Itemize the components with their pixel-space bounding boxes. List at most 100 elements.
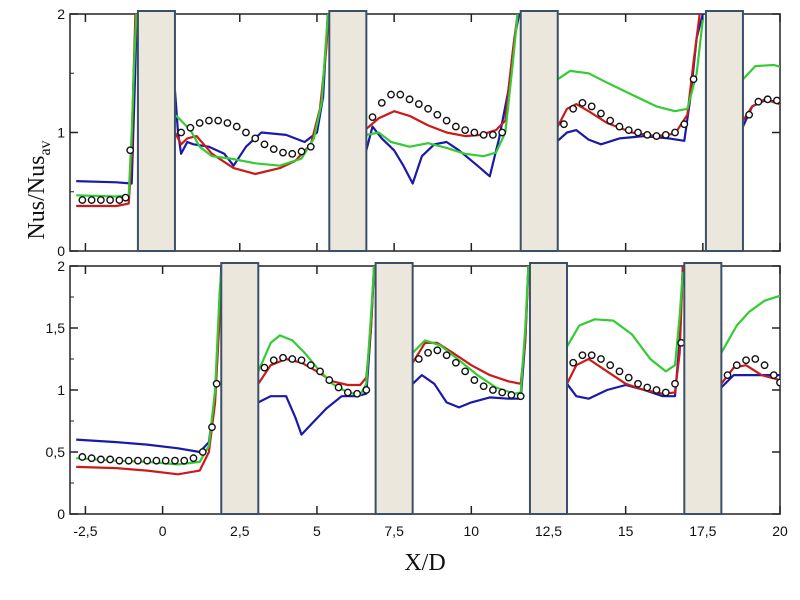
data-point	[451, 122, 460, 131]
data-point	[152, 456, 161, 465]
data-point	[516, 392, 525, 401]
data-point	[578, 351, 587, 360]
data-point	[597, 109, 605, 118]
data-point	[489, 130, 497, 139]
plot-area	[76, 266, 780, 476]
data-point	[587, 351, 596, 360]
data-point	[214, 116, 223, 125]
x-tick-label: 17,5	[689, 523, 716, 539]
data-point	[377, 98, 386, 107]
data-point	[489, 386, 497, 394]
data-point	[87, 454, 96, 463]
series-line	[557, 19, 704, 113]
data-point	[306, 142, 315, 151]
data-point	[661, 130, 670, 139]
data-point	[279, 148, 287, 157]
data-point	[587, 102, 596, 111]
data-point	[606, 361, 615, 370]
data-point	[121, 193, 130, 202]
data-point	[297, 147, 306, 156]
data-point	[498, 128, 507, 137]
series-line	[411, 266, 530, 409]
data-point	[442, 351, 451, 360]
data-point	[745, 110, 754, 119]
series-line	[257, 266, 376, 397]
data-point	[424, 104, 432, 113]
data-point	[763, 95, 772, 104]
data-point	[334, 383, 343, 392]
x-tick-label: 0	[159, 523, 167, 539]
series-line	[742, 63, 780, 80]
data-point	[96, 196, 105, 204]
data-point	[498, 388, 507, 397]
data-point	[507, 391, 516, 399]
data-point	[106, 196, 115, 204]
data-point	[643, 383, 652, 392]
data-point	[751, 355, 760, 363]
data-point	[597, 355, 605, 363]
data-point	[306, 361, 315, 370]
data-point	[288, 355, 297, 363]
x-tick-label: 20	[772, 523, 788, 539]
y-axis-title-subscript: av	[37, 140, 54, 155]
data-point	[479, 382, 488, 391]
x-tick-label: 15	[618, 523, 634, 539]
data-point	[742, 356, 750, 365]
series-line	[411, 266, 530, 395]
data-point	[189, 454, 198, 463]
data-point	[316, 367, 324, 376]
bottom-panel: 0 0,5 1 1,5 2 -2,5 0 2,5 5 7,5 10 12,5 15 17,5 20	[46, 258, 788, 539]
x-tick-label: 7,5	[384, 523, 404, 539]
data-point	[680, 120, 689, 129]
obstacle-block	[704, 10, 744, 252]
data-point	[115, 456, 124, 465]
data-point	[783, 100, 789, 106]
data-point	[652, 132, 661, 140]
series-line	[365, 14, 521, 185]
data-point	[279, 353, 287, 362]
data-point	[560, 120, 568, 129]
data-point	[396, 90, 405, 99]
data-point	[433, 346, 442, 355]
top-panel: 0 1 2	[57, 6, 798, 259]
data-point	[260, 140, 269, 149]
y-tick-label: 2	[57, 6, 65, 22]
data-point	[368, 113, 377, 121]
y-axis-title: Nus/Nusav	[24, 140, 54, 239]
data-point	[232, 122, 241, 131]
obstacle-block	[519, 10, 559, 252]
data-point	[689, 75, 698, 84]
series-line	[720, 294, 780, 354]
data-point	[643, 130, 652, 139]
data-point	[671, 128, 679, 137]
data-point	[569, 104, 578, 113]
data-point	[405, 95, 414, 104]
data-point	[615, 367, 624, 376]
data-point	[208, 423, 216, 432]
obstacle-block	[328, 10, 368, 252]
data-point	[769, 371, 778, 380]
data-point	[624, 126, 633, 135]
data-point	[223, 119, 232, 127]
data-point	[569, 358, 578, 367]
series-line	[76, 266, 223, 454]
x-tick-label: -2,5	[73, 523, 97, 539]
data-point	[260, 363, 269, 372]
series-line	[366, 14, 519, 158]
data-point	[754, 97, 763, 106]
data-point	[776, 378, 780, 387]
data-point	[723, 371, 732, 380]
data-point	[433, 110, 442, 119]
data-point	[773, 96, 780, 105]
series-line	[411, 266, 530, 385]
y-tick-label: 0	[57, 243, 65, 259]
data-point	[115, 196, 124, 204]
data-point	[87, 196, 96, 204]
data-point	[792, 106, 798, 112]
data-point	[325, 376, 334, 384]
data-point	[96, 455, 105, 464]
x-axis-title: X/D	[404, 550, 445, 576]
y-tick-label: 0	[57, 506, 65, 522]
data-point	[414, 100, 423, 108]
